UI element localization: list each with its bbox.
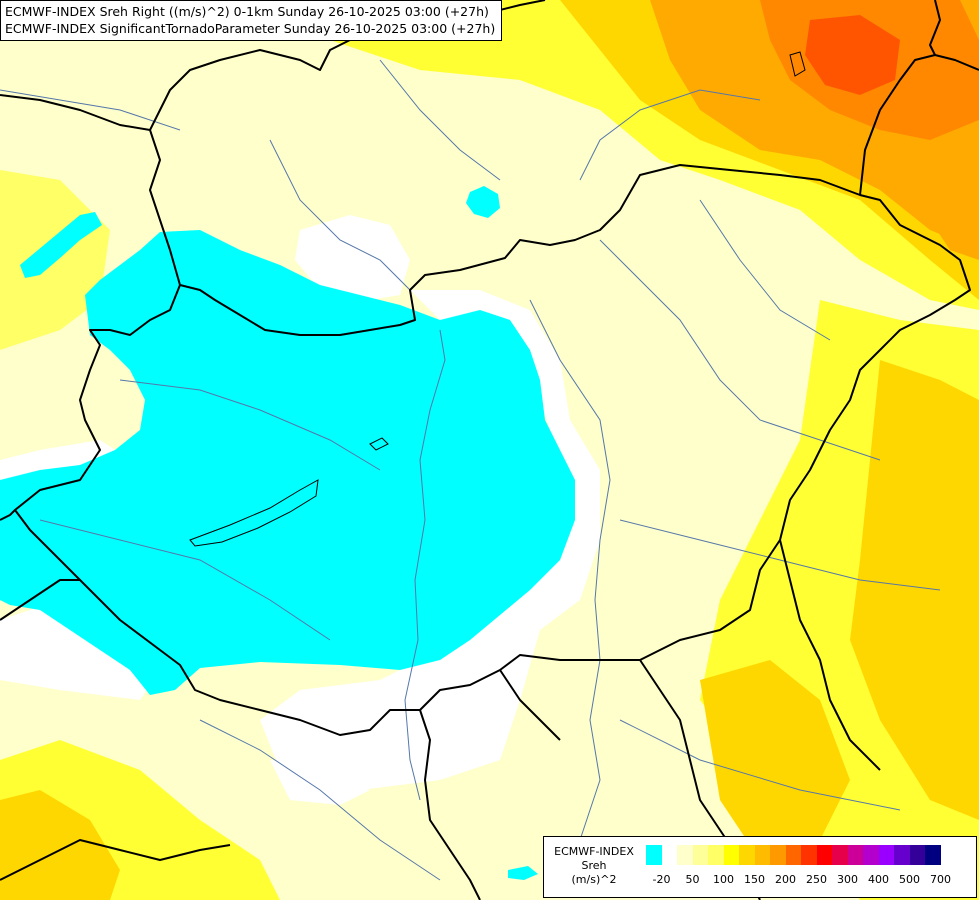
legend-swatch	[661, 845, 677, 865]
rivers	[0, 59, 941, 881]
legend-swatch	[801, 845, 817, 865]
legend-tick-labels: -20 50 100 150 200 250 300 400 500 700	[646, 873, 971, 889]
legend-swatch	[925, 845, 941, 865]
legend-color-bar	[646, 845, 941, 865]
lake-small-north-east	[789, 51, 806, 77]
legend-tick-label: 500	[899, 873, 920, 886]
legend-swatch	[894, 845, 910, 865]
white-zone-south-west	[0, 600, 160, 700]
white-zone-south	[270, 760, 370, 805]
red-orange-core	[805, 15, 900, 95]
legend-unit: (m/s)^2	[571, 873, 617, 886]
legend-swatch	[909, 845, 925, 865]
legend: ECMWF-INDEX Sreh (m/s)^2 -20 50 100 150 200 2…	[543, 836, 977, 898]
legend-tick-label: 200	[775, 873, 796, 886]
legend-tick-label: 250	[806, 873, 827, 886]
legend-swatch	[770, 845, 786, 865]
legend-tick-label: 100	[713, 873, 734, 886]
legend-swatch	[739, 845, 755, 865]
legend-swatch	[816, 845, 832, 865]
legend-model: ECMWF-INDEX	[554, 845, 634, 858]
legend-swatch	[863, 845, 879, 865]
white-zone-north	[295, 215, 410, 300]
legend-swatch	[708, 845, 724, 865]
legend-swatch	[754, 845, 770, 865]
cyan-region-main	[0, 230, 575, 695]
lake-balaton	[189, 479, 319, 547]
legend-swatch	[677, 845, 693, 865]
legend-tick-label: -20	[652, 873, 671, 886]
legend-swatch	[646, 845, 662, 865]
cyan-blob-south	[508, 866, 538, 880]
legend-swatch	[692, 845, 708, 865]
white-zone-central	[260, 290, 600, 790]
cyan-strip-west	[20, 212, 102, 278]
gold-region-east	[850, 360, 979, 820]
legend-swatch	[847, 845, 863, 865]
legend-swatch	[785, 845, 801, 865]
legend-variable: Sreh	[581, 859, 607, 872]
legend-title: ECMWF-INDEX Sreh (m/s)^2	[544, 845, 644, 887]
legend-swatch	[878, 845, 894, 865]
legend-swatch	[723, 845, 739, 865]
gold-region-south	[0, 790, 120, 900]
lake-small-central	[369, 437, 389, 451]
legend-swatch	[832, 845, 848, 865]
map-title-line-2: ECMWF-INDEX SignificantTornadoParameter …	[5, 21, 496, 36]
cyan-blob-north	[466, 186, 500, 218]
map-title-box: ECMWF-INDEX Sreh Right ((m/s)^2) 0-1km S…	[0, 0, 503, 41]
map-title-line-1: ECMWF-INDEX Sreh Right ((m/s)^2) 0-1km S…	[5, 4, 489, 19]
orange-region-east-edge	[930, 170, 979, 260]
legend-tick-label: 150	[744, 873, 765, 886]
gold-region-south-east	[700, 660, 850, 860]
legend-tick-label: 300	[837, 873, 858, 886]
legend-tick-label: 400	[868, 873, 889, 886]
legend-tick-label: 700	[930, 873, 951, 886]
legend-tick-label: 50	[685, 873, 700, 886]
